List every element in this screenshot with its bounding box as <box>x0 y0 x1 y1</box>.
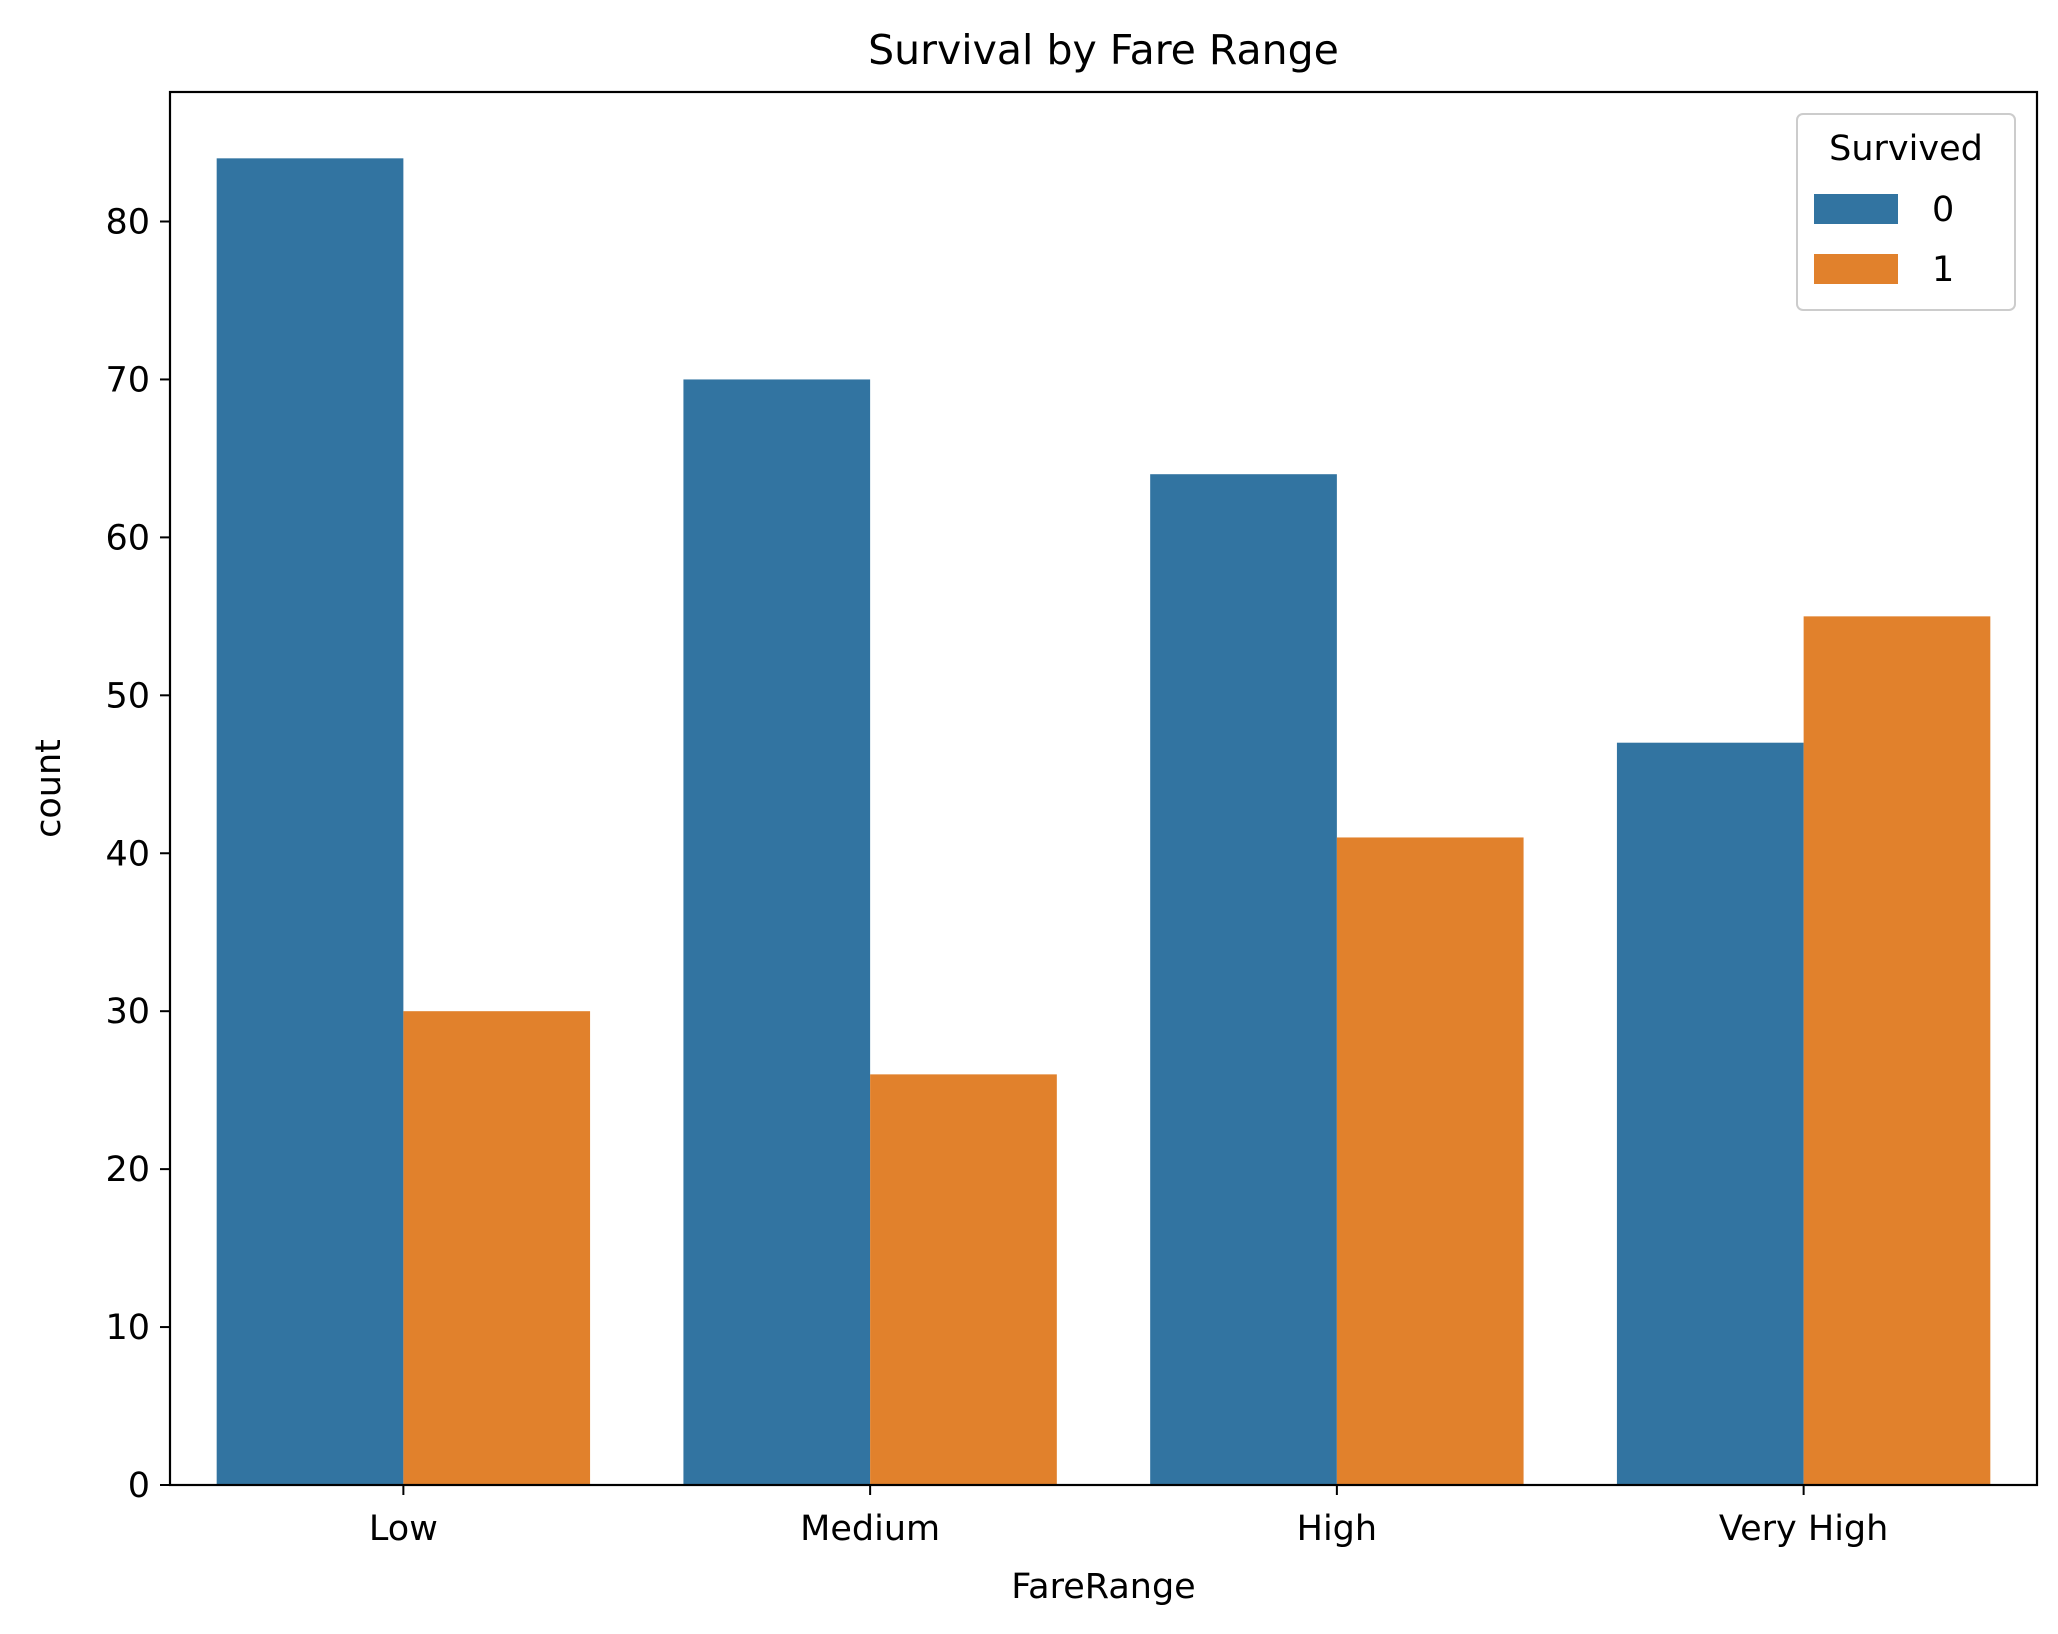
x-axis-label: FareRange <box>1011 1567 1195 1607</box>
legend-label-1: 1 <box>1932 250 1954 290</box>
chart-title: Survival by Fare Range <box>868 26 1339 74</box>
bar-very-high-survived-1 <box>1803 616 1991 1485</box>
legend-title: Survived <box>1829 129 1983 169</box>
x-tick-label: Low <box>369 1509 438 1549</box>
y-tick-label: 50 <box>105 676 150 716</box>
bar-low-survived-1 <box>403 1011 591 1485</box>
y-axis-label: count <box>29 739 69 838</box>
y-tick-label: 0 <box>128 1466 150 1506</box>
y-tick-label: 60 <box>105 518 150 558</box>
bar-medium-survived-0 <box>683 379 871 1485</box>
plot-frame <box>168 90 2039 1487</box>
y-tick-label: 30 <box>105 992 150 1032</box>
x-tick-label: Medium <box>800 1509 940 1549</box>
bar-low-survived-0 <box>216 158 404 1485</box>
legend-entries: 01 <box>1814 190 1954 290</box>
y-tick-label: 20 <box>105 1150 150 1190</box>
legend-swatch-1 <box>1814 254 1898 284</box>
y-tick-label: 40 <box>105 834 150 874</box>
y-tick-label: 70 <box>105 360 150 400</box>
ticks-layer: Low Medium High Very High 0 10 20 30 40 50 60 70 80 <box>105 203 1888 1549</box>
x-tick-label: Very High <box>1719 1509 1888 1549</box>
x-tick-label: High <box>1297 1509 1377 1549</box>
legend: Survived 01 <box>1796 113 2016 311</box>
legend-label-0: 0 <box>1932 190 1954 230</box>
bar-very-high-survived-0 <box>1616 742 1804 1485</box>
bar-medium-survived-1 <box>870 1074 1057 1485</box>
bar-high-survived-0 <box>1150 474 1337 1485</box>
bar-high-survived-1 <box>1336 837 1524 1485</box>
bars-layer <box>216 158 1991 1485</box>
legend-swatch-0 <box>1814 194 1898 224</box>
y-tick-label: 10 <box>105 1308 150 1348</box>
y-tick-label: 80 <box>105 203 150 243</box>
